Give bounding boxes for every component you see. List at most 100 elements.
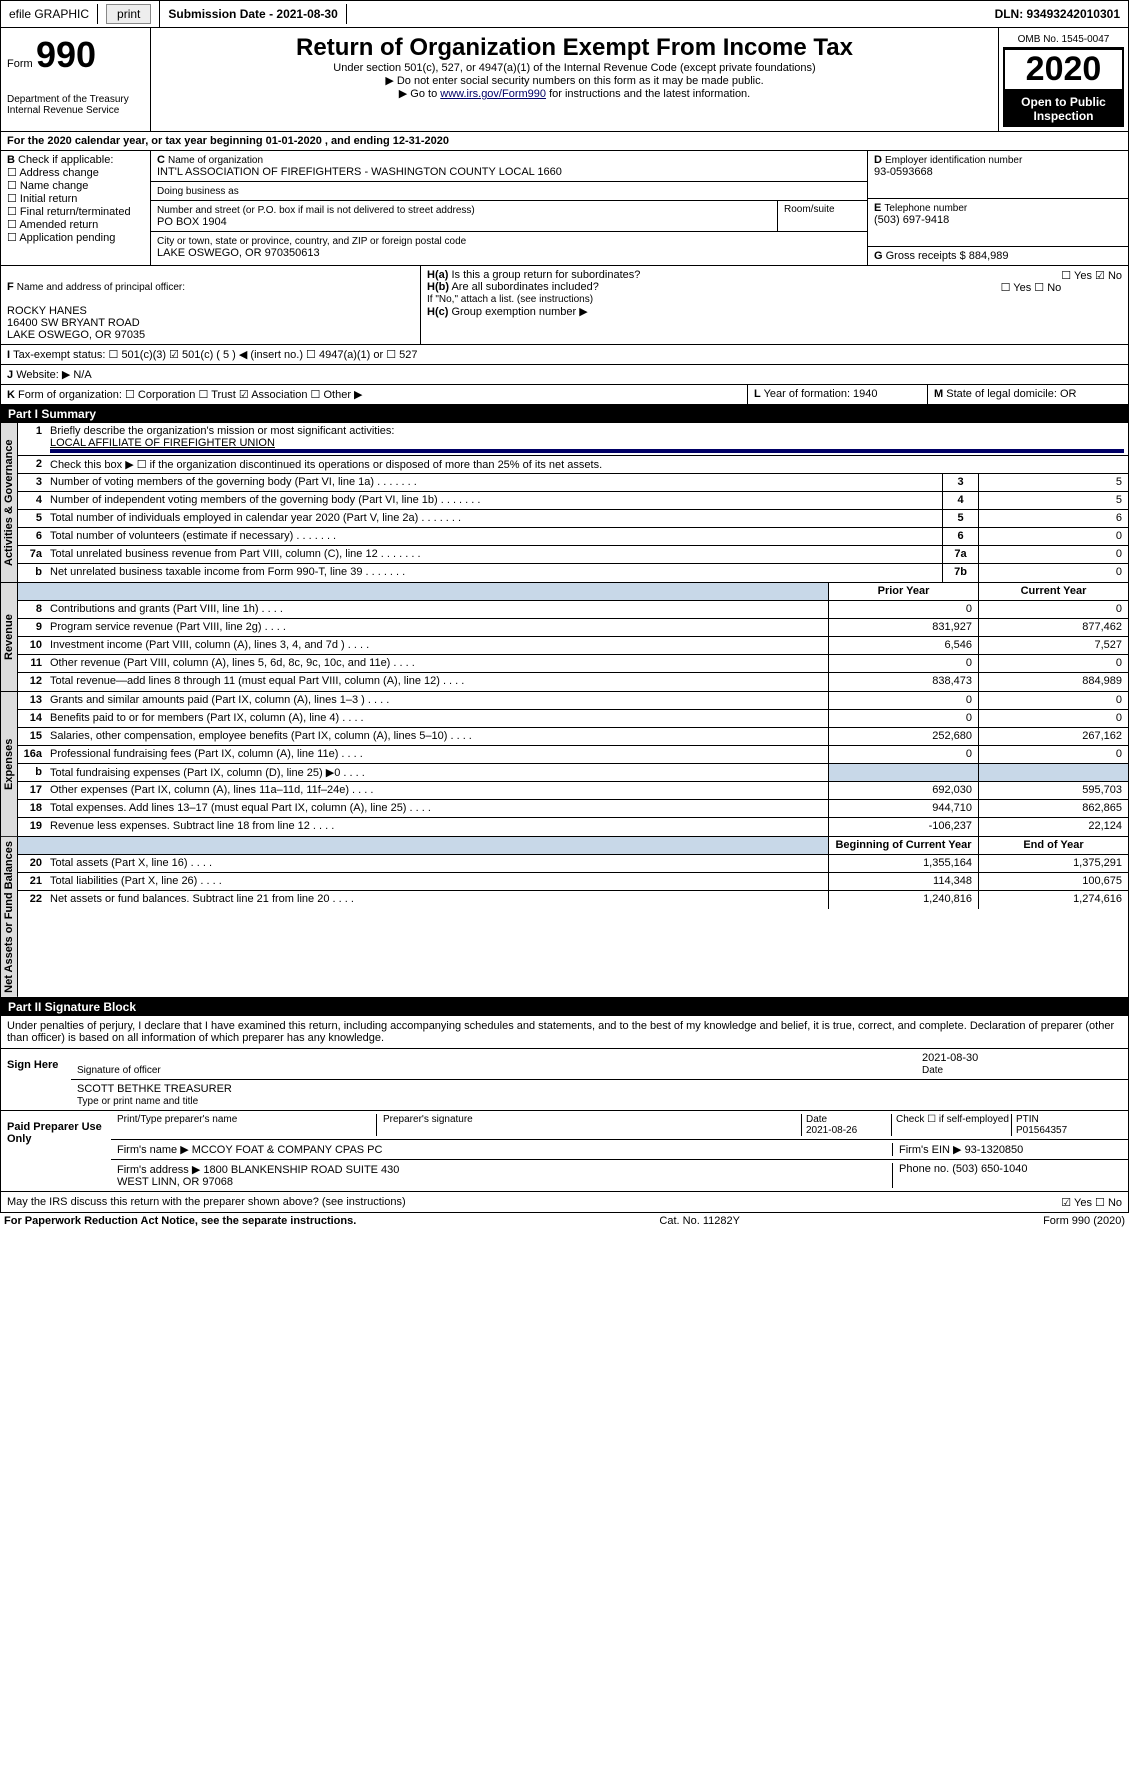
faddr-lbl: Firm's address ▶: [117, 1164, 200, 1176]
ha-no[interactable]: No: [1095, 270, 1122, 282]
sign-here-block: Sign Here Signature of officer 2021-08-3…: [0, 1049, 1129, 1111]
subtitle-3: ▶ Go to www.irs.gov/Form990 for instruct…: [157, 87, 992, 100]
opt-amended[interactable]: Amended return: [7, 219, 98, 231]
k-assoc[interactable]: Association: [239, 389, 308, 401]
print-button[interactable]: print: [98, 1, 160, 27]
ein-lbl: Employer identification number: [885, 155, 1022, 166]
opt-pending[interactable]: Application pending: [7, 232, 115, 244]
typed-name: SCOTT BETHKE TREASURER: [77, 1083, 232, 1095]
typed-lbl: Type or print name and title: [77, 1096, 198, 1107]
pp-date-lbl: Date: [806, 1114, 827, 1125]
ha-yes[interactable]: Yes: [1061, 270, 1092, 282]
tax-4947[interactable]: 4947(a)(1) or: [306, 349, 383, 361]
officer-block: F Name and address of principal officer:…: [1, 266, 421, 344]
k-corp[interactable]: Corporation: [125, 389, 195, 401]
hb-yes[interactable]: Yes: [1001, 282, 1032, 294]
tab-expenses: Expenses: [1, 692, 18, 836]
subtitle-1: Under section 501(c), 527, or 4947(a)(1)…: [157, 62, 992, 74]
data-row: 10Investment income (Part VIII, column (…: [18, 637, 1128, 655]
sig-officer[interactable]: Signature of officer: [77, 1052, 922, 1076]
dept-label: Department of the Treasury Internal Reve…: [7, 94, 144, 116]
ptin-val: P01564357: [1016, 1125, 1067, 1136]
fein-val: 93-1320850: [965, 1144, 1024, 1156]
domicile: State of legal domicile: OR: [946, 388, 1076, 400]
opt-address[interactable]: Address change: [7, 167, 99, 179]
opt-final[interactable]: Final return/terminated: [7, 206, 131, 218]
c-name-lbl: Name of organization: [168, 155, 263, 166]
foot-cat: Cat. No. 11282Y: [659, 1215, 740, 1227]
data-row: 16aProfessional fundraising fees (Part I…: [18, 746, 1128, 764]
data-row: 19Revenue less expenses. Subtract line 1…: [18, 818, 1128, 836]
cal-year: For the 2020 calendar year, or tax year …: [1, 132, 1128, 150]
k-trust[interactable]: Trust: [198, 389, 235, 401]
data-row: 8Contributions and grants (Part VIII, li…: [18, 601, 1128, 619]
addr-val: PO BOX 1904: [157, 216, 227, 228]
gov-row: bNet unrelated business taxable income f…: [18, 564, 1128, 582]
dba-lbl: Doing business as: [157, 186, 239, 197]
opt-initial[interactable]: Initial return: [7, 193, 77, 205]
fein-lbl: Firm's EIN ▶: [899, 1144, 962, 1156]
instructions-link[interactable]: www.irs.gov/Form990: [440, 88, 546, 100]
pp-sig-lbl: Preparer's signature: [377, 1114, 802, 1136]
check-block: B Check if applicable: Address change Na…: [1, 151, 151, 265]
tel-val: (503) 697-9418: [874, 214, 949, 226]
subtitle-2: ▶ Do not enter social security numbers o…: [157, 74, 992, 87]
firm-name: MCCOY FOAT & COMPANY CPAS PC: [192, 1144, 383, 1156]
gov-row: 3Number of voting members of the governi…: [18, 474, 1128, 492]
fphone-val: (503) 650-1040: [952, 1163, 1027, 1175]
gross-receipts: Gross receipts $ 884,989: [886, 250, 1009, 262]
pp-name-lbl: Print/Type preparer's name: [117, 1114, 377, 1136]
block-f-h: F Name and address of principal officer:…: [0, 266, 1129, 345]
hb-no[interactable]: No: [1034, 282, 1061, 294]
k-other[interactable]: Other ▶: [311, 389, 363, 401]
section-revenue: Revenue Prior Year Current Year 8Contrib…: [0, 583, 1129, 692]
part1-bar: Part I Summary: [0, 405, 1129, 423]
foot-right: Form 990 (2020): [1043, 1215, 1125, 1227]
tab-netassets: Net Assets or Fund Balances: [1, 837, 18, 997]
col-prior: Prior Year: [828, 583, 978, 600]
officer-name: ROCKY HANES 16400 SW BRYANT ROAD LAKE OS…: [7, 305, 145, 341]
opt-namechg[interactable]: Name change: [7, 180, 88, 192]
sig-date: 2021-08-30: [922, 1052, 978, 1064]
sub3-pre: ▶ Go to: [399, 88, 440, 100]
data-row: 14Benefits paid to or for members (Part …: [18, 710, 1128, 728]
pp-selfemp[interactable]: Check ☐ if self-employed: [892, 1114, 1012, 1136]
tax-year: 2020: [1003, 48, 1124, 91]
tel-lbl: Telephone number: [884, 203, 967, 214]
dln: DLN: 93493242010301: [987, 4, 1128, 24]
data-row: 9Program service revenue (Part VIII, lin…: [18, 619, 1128, 637]
tab-governance: Activities & Governance: [1, 423, 18, 582]
sign-here-label: Sign Here: [1, 1049, 71, 1110]
data-row: 17Other expenses (Part IX, column (A), l…: [18, 782, 1128, 800]
mission-val: LOCAL AFFILIATE OF FIREFIGHTER UNION: [50, 437, 275, 449]
footer: For Paperwork Reduction Act Notice, see …: [0, 1213, 1129, 1229]
website-row: J Website: ▶ N/A: [0, 365, 1129, 385]
data-row: 11Other revenue (Part VIII, column (A), …: [18, 655, 1128, 673]
paid-label: Paid Preparer Use Only: [1, 1111, 111, 1191]
section-expenses: Expenses 13Grants and similar amounts pa…: [0, 692, 1129, 837]
col-boy: Beginning of Current Year: [828, 837, 978, 854]
omb-no: OMB No. 1545-0047: [1003, 32, 1124, 48]
tax-501c[interactable]: 501(c) ( 5 ) ◀ (insert no.): [169, 349, 303, 361]
data-row: bTotal fundraising expenses (Part IX, co…: [18, 764, 1128, 782]
discuss-yes[interactable]: Yes: [1061, 1197, 1092, 1209]
discuss-lbl: May the IRS discuss this return with the…: [7, 1196, 406, 1208]
tax-501c3[interactable]: 501(c)(3): [109, 349, 167, 361]
print-btn-inner[interactable]: print: [106, 4, 151, 24]
discuss-no[interactable]: No: [1095, 1197, 1122, 1209]
ein-tel-block: D Employer identification number 93-0593…: [868, 151, 1128, 265]
hb-lbl: Are all subordinates included?: [451, 281, 598, 293]
tax-527[interactable]: 527: [386, 349, 417, 361]
year-formed: Year of formation: 1940: [764, 388, 878, 400]
room-lbl: Room/suite: [777, 201, 867, 231]
part2-bar: Part II Signature Block: [0, 998, 1129, 1016]
f-lbl: Name and address of principal officer:: [17, 282, 185, 293]
data-row: 18Total expenses. Add lines 13–17 (must …: [18, 800, 1128, 818]
data-row: 22Net assets or fund balances. Subtract …: [18, 891, 1128, 909]
hc-lbl: If "No," attach a list. (see instruction…: [427, 294, 593, 305]
form-title: Return of Organization Exempt From Incom…: [157, 34, 992, 62]
part2-title: Part II Signature Block: [8, 1000, 136, 1014]
top-bar: efile GRAPHIC print Submission Date - 20…: [0, 0, 1129, 28]
sig-date-lbl: Date: [922, 1065, 943, 1076]
data-row: 12Total revenue—add lines 8 through 11 (…: [18, 673, 1128, 691]
